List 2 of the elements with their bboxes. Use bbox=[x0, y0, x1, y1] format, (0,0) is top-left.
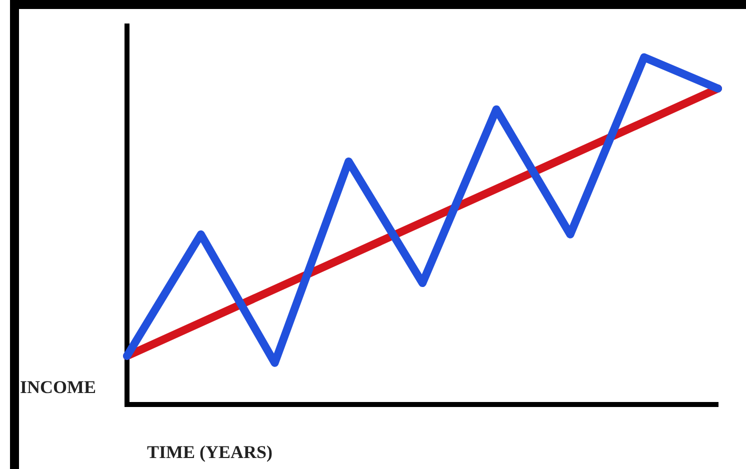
x-axis-title: TIME (YEARS) bbox=[147, 442, 273, 463]
y-axis-title: INCOME bbox=[20, 377, 96, 398]
